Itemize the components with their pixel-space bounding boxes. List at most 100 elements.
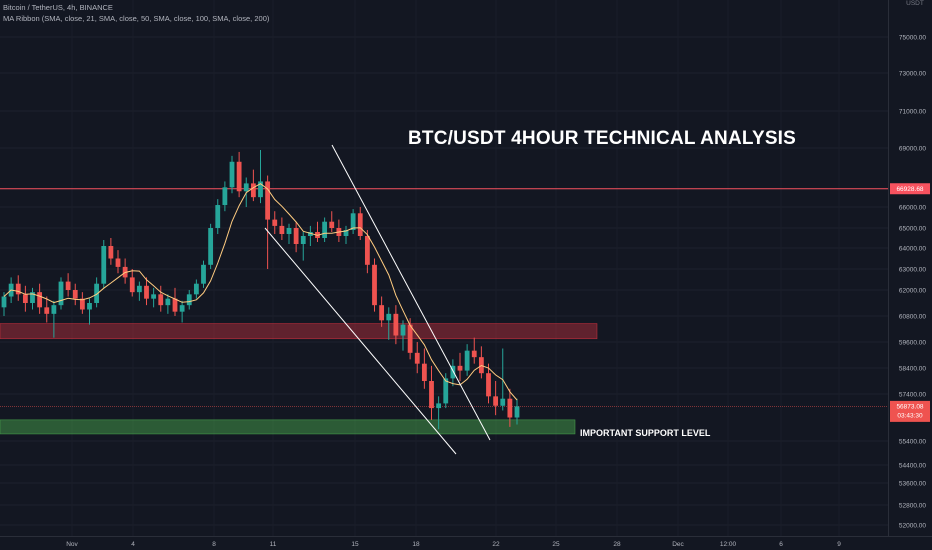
candle-body	[307, 232, 313, 236]
candle-body	[329, 221, 335, 228]
price-tick-label: 53600.00	[899, 480, 926, 487]
candle-body	[229, 161, 235, 188]
candle-body	[94, 283, 100, 303]
candle-body	[144, 285, 149, 299]
candle-body	[258, 181, 263, 198]
resistance-price-label: 66928.68	[896, 186, 923, 193]
candle-body	[136, 285, 142, 293]
candle-body	[364, 236, 370, 265]
candle-body	[243, 183, 249, 192]
time-tick-label: 18	[412, 541, 420, 548]
candle-body	[407, 324, 413, 353]
candle-body	[250, 183, 256, 198]
price-tick-label: 57400.00	[899, 391, 926, 398]
candle-body	[272, 219, 278, 226]
candle-body	[165, 298, 171, 306]
price-tick-label: 60800.00	[899, 313, 926, 320]
candle-body	[201, 264, 206, 284]
price-tick-label: 63000.00	[899, 266, 926, 273]
ma-line	[3, 183, 518, 401]
time-tick-label: 4	[131, 541, 135, 548]
candle-body	[286, 228, 292, 234]
candle-body	[208, 228, 214, 265]
candle-body	[386, 313, 392, 321]
time-tick-label: 25	[552, 541, 560, 548]
price-axis: 75000.00 73000.00 71000.00 69000.00 66000.00…	[888, 0, 932, 536]
time-tick-label: 15	[351, 541, 359, 548]
candle-body	[22, 294, 28, 303]
candle-body	[265, 181, 271, 220]
candle-body	[30, 292, 35, 303]
candle-body	[15, 283, 21, 295]
candle-body	[279, 225, 285, 234]
candle-body	[186, 294, 192, 306]
candle-body	[450, 365, 456, 379]
candle-body	[115, 258, 121, 267]
price-tick-label: 58400.00	[899, 365, 926, 372]
price-tick-label: 59600.00	[899, 339, 926, 346]
bar-countdown-label: 03:43:30	[897, 413, 923, 420]
candle-body	[443, 378, 449, 404]
price-tick-label: 73000.00	[899, 70, 926, 77]
candle-body	[414, 352, 420, 364]
time-tick-label: 8	[212, 541, 216, 548]
price-tick-label: 52000.00	[899, 522, 926, 529]
candle-body	[379, 305, 385, 321]
candle-body	[322, 221, 328, 238]
candle-body	[129, 277, 135, 293]
candle-body	[400, 324, 406, 336]
support-zone	[0, 419, 576, 435]
current-price-badge	[890, 400, 930, 422]
resistance-price-badge	[890, 183, 930, 195]
candle-body	[1, 296, 7, 308]
chart-header: Bitcoin / TetherUS, 4h, BINANCE MA Ribbo…	[3, 2, 269, 24]
candle-body	[215, 205, 221, 228]
time-tick-label: 22	[492, 541, 500, 548]
candle-body	[58, 281, 64, 306]
candle-body	[193, 283, 199, 295]
quote-currency-label: USDT	[906, 0, 924, 7]
candle-body	[179, 305, 185, 312]
candle-body	[493, 396, 499, 406]
candle-body	[44, 307, 50, 314]
candle-body	[393, 313, 399, 336]
candle-body	[108, 246, 114, 259]
price-tick-label: 69000.00	[899, 145, 926, 152]
candle-body	[72, 290, 78, 299]
resistance-zone	[0, 323, 598, 340]
chart-grid	[0, 36, 888, 526]
time-tick-label: 11	[270, 541, 277, 548]
candle-body	[65, 281, 71, 290]
candle-body	[87, 303, 92, 310]
candle-body	[172, 298, 178, 312]
price-tick-label: 65000.00	[899, 225, 926, 232]
time-tick-label: Nov	[66, 541, 78, 548]
candle-body	[343, 230, 349, 236]
candle-body	[514, 406, 520, 418]
indicator-title[interactable]: MA Ribbon (SMA, close, 21, SMA, close, 5…	[3, 14, 270, 23]
candle-body	[507, 398, 513, 418]
time-tick-label: 12:00	[720, 541, 737, 548]
candle-body	[464, 350, 470, 371]
candle-body	[486, 373, 491, 397]
candle-body	[158, 294, 164, 306]
price-tick-label: 62000.00	[899, 287, 926, 294]
candle-body	[500, 398, 506, 406]
symbol-title[interactable]: Bitcoin / TetherUS, 4h, BINANCE	[3, 3, 113, 12]
candle-body	[51, 305, 57, 314]
candle-body	[236, 161, 242, 192]
price-tick-label: 52800.00	[899, 502, 926, 509]
time-tick-label: 28	[613, 541, 621, 548]
price-tick-label: 71000.00	[899, 108, 926, 115]
price-tick-label: 75000.00	[899, 34, 926, 41]
candle-body	[79, 298, 85, 310]
candle-body	[421, 363, 427, 381]
candle-body	[293, 228, 299, 244]
current-price-label: 56873.08	[896, 404, 923, 411]
candle-body	[429, 381, 434, 409]
candle-body	[37, 292, 43, 308]
candle-body	[350, 213, 356, 230]
wedge-upper-trendline	[331, 144, 491, 441]
candle-body	[151, 294, 157, 299]
